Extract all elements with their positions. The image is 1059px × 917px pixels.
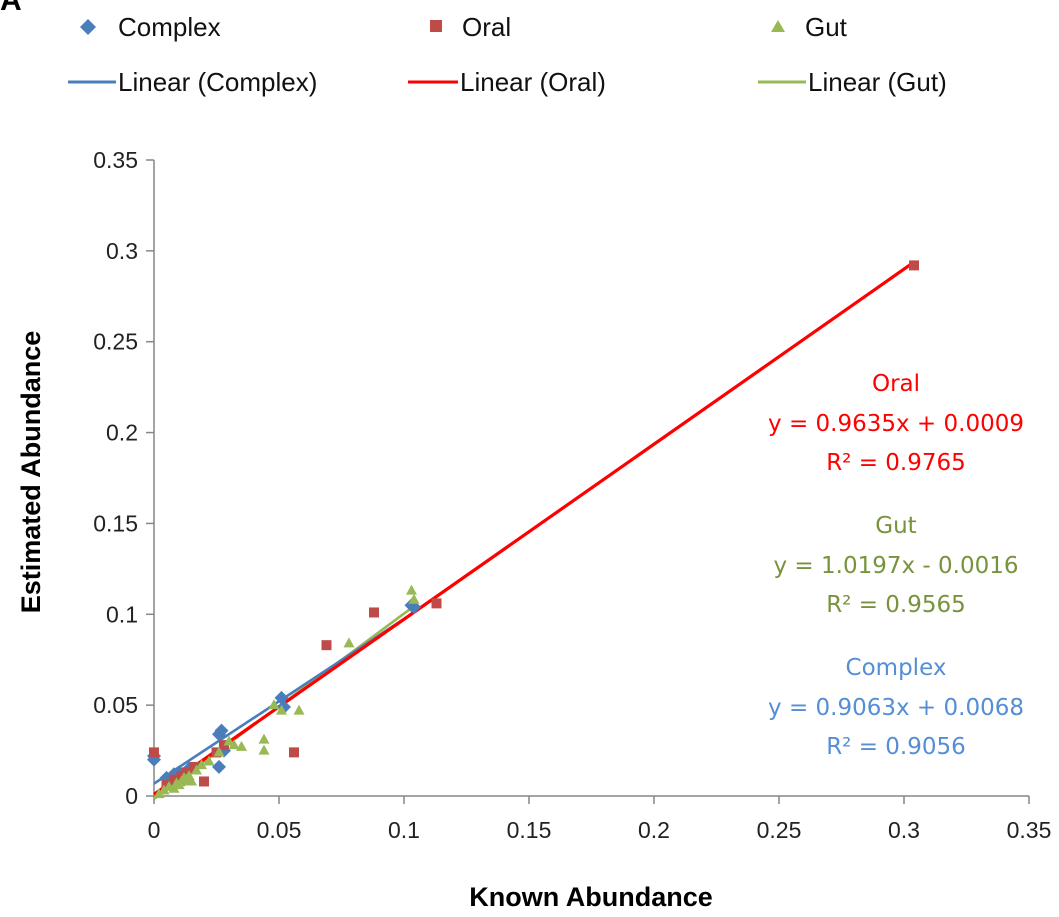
point-gut [268,699,280,710]
annotation-oral-r2: R² = 0.9765 [826,450,966,476]
point-complex [212,759,226,774]
x-tick-label: 0.15 [507,817,552,843]
x-tick-label: 0.3 [888,817,920,843]
point-gut [186,775,197,786]
point-oral [189,761,199,772]
point-oral [909,260,919,271]
point-gut [196,759,207,770]
point-gut [203,755,215,766]
y-tick-label: 0.05 [93,692,138,718]
annotation-gut-name: Gut [875,513,916,539]
legend-item-complex: Complex [80,12,221,42]
annotation-gut-r2: R² = 0.9565 [826,592,966,618]
legend-item-linear-gut: Linear (Gut) [758,67,947,97]
point-gut [213,746,225,757]
annotation-oral: Oral y = 0.9635x + 0.0009 R² = 0.9765 [768,371,1024,476]
point-gut [228,739,240,750]
legend-item-linear-complex: Linear (Complex) [68,67,317,97]
point-gut [258,744,270,755]
annotation-complex-equation: y = 0.9063x + 0.0068 [768,695,1024,721]
point-gut [158,784,170,795]
legend-triangle-marker [771,20,785,32]
y-ticks: 0 0.05 0.1 0.15 0.2 0.25 0.3 0.35 [93,147,154,809]
legend-label-oral: Oral [462,12,511,42]
point-oral [181,767,192,778]
annotation-complex: Complex y = 0.9063x + 0.0068 R² = 0.9056 [768,655,1024,760]
legend-label-gut: Gut [805,12,848,42]
point-oral [169,774,179,785]
legend-label-linear-gut: Linear (Gut) [808,67,947,97]
point-oral [161,780,172,791]
x-tick-label: 0.1 [388,817,420,843]
legend-label-linear-complex: Linear (Complex) [118,67,317,97]
data-points [147,260,919,799]
point-gut [406,584,417,595]
annotation-oral-name: Oral [872,371,920,397]
y-tick-label: 0.15 [93,510,138,536]
annotation-oral-equation: y = 0.9635x + 0.0009 [768,411,1024,437]
x-tick-label: 0.25 [757,817,802,843]
annotation-complex-r2: R² = 0.9056 [826,734,966,760]
annotation-gut: Gut y = 1.0197x - 0.0016 R² = 0.9565 [774,513,1019,618]
point-complex [214,723,229,738]
point-gut [168,782,180,793]
point-gut [191,764,202,775]
panel-label: A [0,0,22,17]
point-gut [343,637,355,648]
legend-diamond-marker [80,19,96,35]
y-tick-label: 0.3 [106,238,138,264]
legend-label-linear-oral: Linear (Oral) [460,67,606,97]
point-oral [289,747,299,758]
y-axis-title: Estimated Abundance [16,331,46,614]
point-gut [408,593,420,604]
x-tick-label: 0.2 [638,817,670,843]
x-tick-label: 0.35 [1007,817,1052,843]
y-tick-label: 0.25 [93,329,138,355]
point-gut [223,735,235,746]
point-gut [236,740,247,751]
point-gut [293,704,305,715]
legend-item-gut: Gut [771,12,848,42]
point-oral [199,776,209,787]
y-tick-label: 0.35 [93,147,138,173]
axes: 00.050.10.150.20.250.30.35 0 0.05 0.1 0.15 0… [93,147,1051,843]
point-oral [321,640,332,651]
point-oral [431,598,442,609]
annotation-gut-equation: y = 1.0197x - 0.0016 [774,553,1019,579]
x-tick-label: 0 [148,817,161,843]
y-tick-label: 0.2 [106,420,138,446]
x-axis-title: Known Abundance [469,882,713,912]
legend-square-marker [430,20,442,32]
annotation-complex-name: Complex [846,655,947,681]
x-ticks: 0 0.05 0.1 0.15 0.2 0.25 0.3 0.35 [148,796,1052,843]
y-tick-label: 0 [125,783,138,809]
point-oral [149,747,159,758]
legend-item-oral: Oral [430,12,511,42]
point-oral [369,607,379,618]
legend-item-linear-oral: Linear (Oral) [408,67,606,97]
point-gut [153,788,165,799]
x-tick-label: 0.05 [257,817,302,843]
legend: Complex Oral Gut Linear (Complex) Linear… [68,12,947,97]
legend-label-complex: Complex [118,12,221,42]
point-gut [258,733,270,744]
point-gut [276,704,287,715]
y-tick-label: 0.1 [106,601,138,627]
